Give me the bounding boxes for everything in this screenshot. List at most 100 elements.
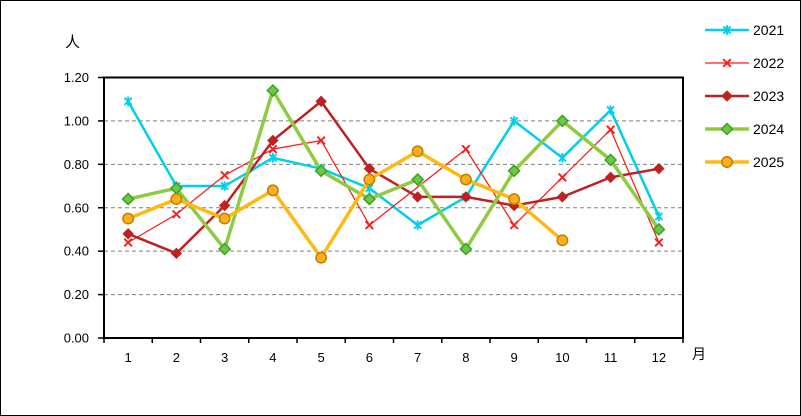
data-point-marker	[461, 144, 471, 154]
data-point-marker	[654, 212, 664, 221]
y-tick-label: 0.60	[64, 200, 89, 215]
data-point-marker	[411, 172, 425, 187]
legend-line-sample-2023	[705, 90, 749, 102]
data-point-marker	[411, 145, 424, 158]
x-tick-label: 8	[462, 350, 469, 365]
legend-item-2022: 2022	[704, 55, 784, 71]
x-tick-label: 4	[269, 350, 276, 365]
data-point-marker	[314, 164, 328, 178]
data-point-marker	[722, 58, 732, 68]
data-point-marker	[509, 220, 519, 230]
legend-label-2024: 2024	[753, 121, 785, 137]
data-point-marker	[606, 105, 615, 115]
data-point-marker	[218, 242, 232, 256]
series-2025	[122, 145, 569, 264]
y-tick-label: 0.20	[64, 287, 89, 302]
data-point-marker	[604, 171, 617, 184]
data-point-marker	[558, 153, 567, 163]
x-tick-label: 6	[366, 350, 373, 365]
x-tick-label: 11	[604, 350, 618, 365]
y-tick-label: 1.20	[64, 70, 89, 85]
legend-label-2022: 2022	[753, 55, 785, 71]
data-point-marker	[170, 193, 183, 206]
data-point-marker	[557, 172, 567, 182]
y-tick-label: 0.40	[64, 244, 89, 259]
x-tick-label: 2	[173, 350, 180, 365]
x-tick-label: 9	[511, 350, 518, 365]
data-point-marker	[121, 192, 135, 206]
series-line-2025	[126, 149, 565, 260]
data-point-marker	[268, 153, 278, 163]
data-point-marker	[721, 156, 733, 168]
legend-line-sample-2024	[705, 122, 749, 136]
x-tick-label: 5	[318, 350, 325, 365]
data-point-marker	[604, 153, 618, 167]
data-point-marker	[220, 170, 230, 180]
chart-legend: 2021 2022 2023 2024 2025	[704, 22, 784, 170]
legend-line-sample-2025	[705, 156, 749, 168]
legend-label-2025: 2025	[753, 154, 785, 170]
axis-ticks	[98, 76, 684, 343]
series-line-2023	[126, 100, 661, 255]
data-point-marker	[720, 122, 734, 136]
data-point-marker	[266, 83, 280, 98]
legend-item-2024: 2024	[704, 121, 784, 137]
data-point-marker	[721, 90, 733, 102]
data-point-marker	[722, 25, 732, 35]
data-point-marker	[362, 192, 376, 206]
data-point-marker	[508, 193, 521, 206]
data-point-marker	[606, 125, 616, 135]
legend-item-2025: 2025	[704, 154, 784, 170]
y-axis-unit-label: 人	[65, 34, 81, 51]
data-point-marker	[218, 199, 231, 212]
legend-line-sample-2022	[705, 58, 749, 68]
y-tick-label: 0.80	[64, 157, 89, 172]
data-point-marker	[220, 181, 229, 191]
legend-item-2023: 2023	[704, 88, 784, 104]
x-tick-label: 7	[414, 350, 421, 365]
data-point-marker	[459, 242, 473, 256]
axis-tick-labels: 0.00 0.20 0.40 0.60 0.80 1.00 1.20 1 2 3 4 5 6 7 8 9 10 1…	[64, 70, 666, 365]
data-point-marker	[171, 209, 181, 219]
data-point-marker	[556, 191, 569, 203]
data-point-marker	[653, 162, 665, 175]
data-point-marker	[122, 228, 134, 240]
data-point-marker	[268, 144, 278, 154]
data-point-marker	[315, 251, 328, 264]
data-point-marker	[413, 220, 422, 230]
data-point-marker	[363, 173, 376, 186]
legend-label-2023: 2023	[753, 88, 785, 104]
x-tick-label: 12	[652, 350, 666, 365]
y-tick-label: 0.00	[64, 331, 89, 346]
data-point-marker	[507, 164, 521, 178]
series-2022	[123, 125, 664, 247]
series-2024	[121, 83, 666, 256]
x-tick-label: 10	[555, 350, 569, 365]
data-point-marker	[654, 238, 664, 247]
data-point-marker	[460, 191, 472, 203]
data-point-marker	[411, 191, 424, 203]
legend-label-2021: 2021	[753, 22, 785, 38]
data-point-marker	[218, 212, 231, 225]
series-line-2024	[126, 88, 661, 251]
legend-line-sample-2021	[705, 25, 749, 35]
data-point-marker	[459, 173, 472, 186]
y-tick-label: 1.00	[64, 113, 89, 128]
data-point-marker	[316, 135, 326, 145]
data-point-marker	[170, 247, 183, 260]
data-point-marker	[364, 220, 374, 230]
data-point-marker	[555, 114, 569, 128]
data-point-marker	[509, 116, 519, 126]
data-point-marker	[267, 134, 279, 147]
data-point-marker	[123, 97, 133, 106]
data-point-marker	[315, 95, 327, 108]
x-tick-label: 3	[221, 350, 228, 365]
data-point-marker	[652, 222, 666, 237]
data-point-marker	[365, 183, 374, 193]
data-point-marker	[266, 184, 279, 197]
data-point-marker	[122, 212, 135, 225]
legend-item-2021: 2021	[704, 22, 784, 38]
data-point-marker	[556, 234, 569, 247]
